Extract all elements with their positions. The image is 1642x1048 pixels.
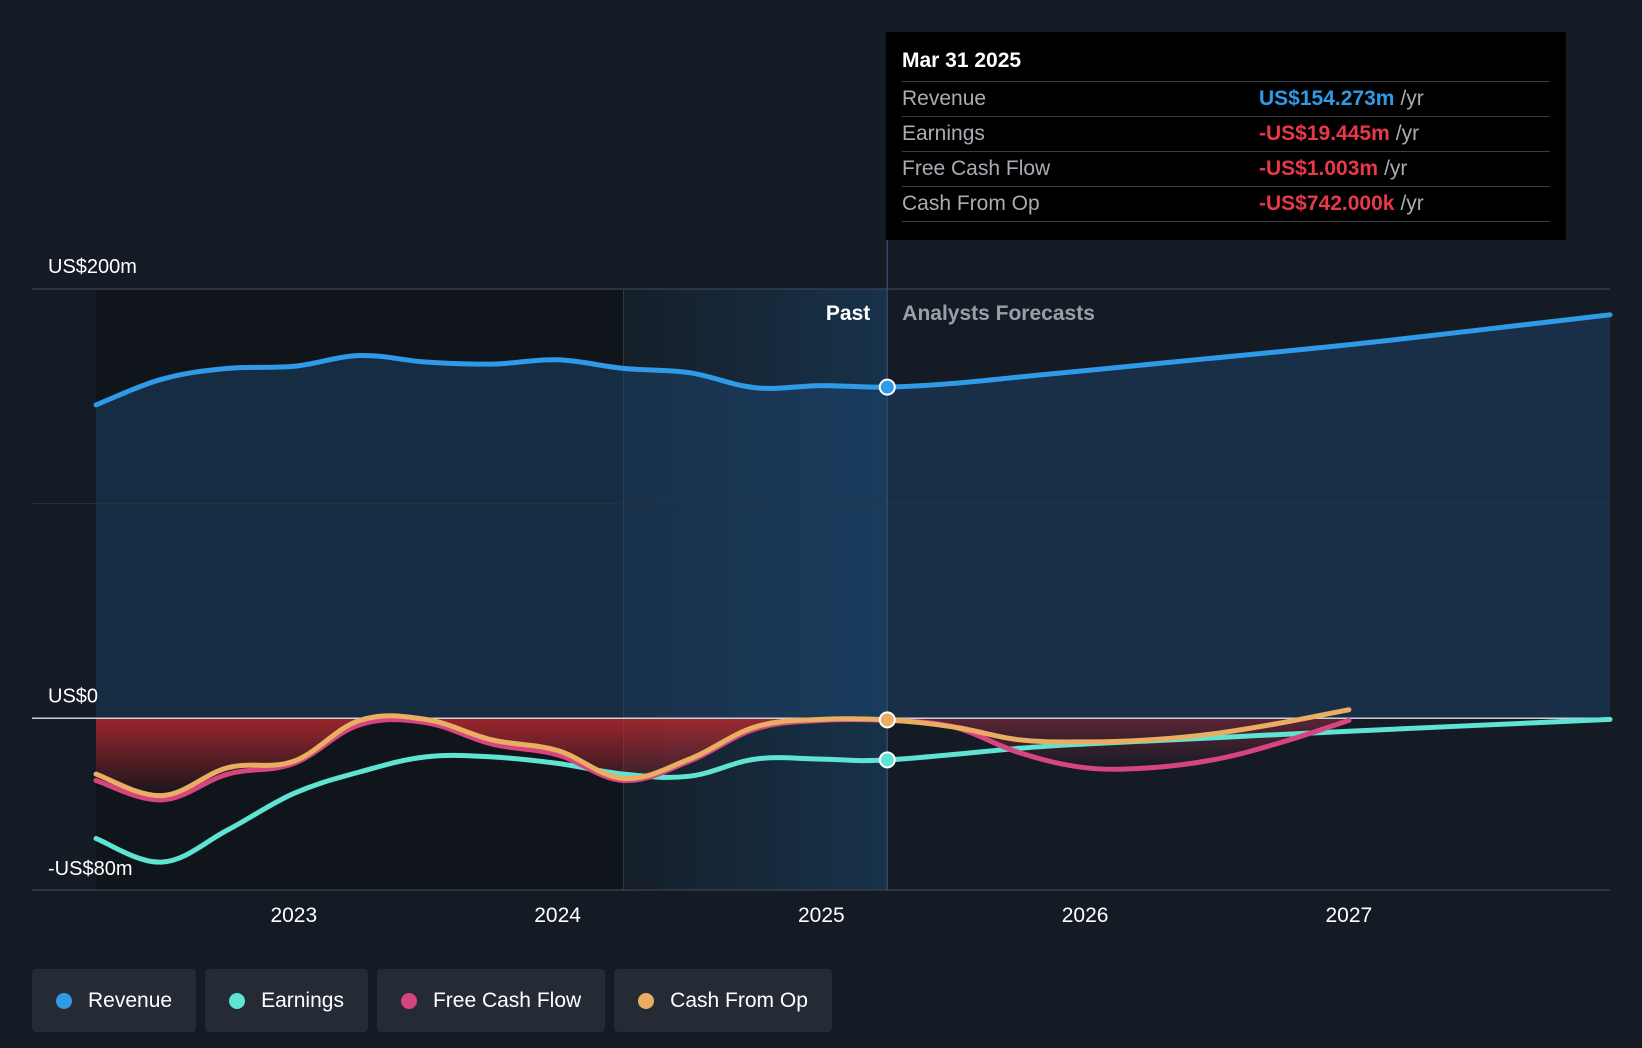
legend-item-cash-from-op[interactable]: Cash From Op — [614, 969, 832, 1032]
legend-item-earnings[interactable]: Earnings — [205, 969, 368, 1032]
tooltip-unit: /yr — [1395, 122, 1420, 145]
financial-chart: US$200m US$0 -US$80m 2023 2024 2025 2026 2027 Pa… — [32, 240, 1613, 927]
data-point-cash-from-op — [878, 711, 896, 729]
chart-lines-layer — [93, 312, 1613, 865]
tooltip-unit: /yr — [1384, 157, 1408, 180]
past-label: Past — [826, 302, 870, 325]
legend-item-free-cash-flow[interactable]: Free Cash Flow — [376, 969, 606, 1032]
chart-legend: Revenue Earnings Free Cash Flow Cash Fro… — [32, 969, 832, 1032]
series-line-revenue — [93, 312, 1613, 408]
legend-label: Cash From Op — [670, 988, 808, 1012]
tooltip-value: -US$1.003m — [1259, 157, 1379, 180]
legend-dot-icon — [400, 992, 417, 1009]
forecast-label: Analysts Forecasts — [902, 302, 1095, 325]
x-axis-tick-label: 2023 — [270, 904, 317, 927]
legend-dot-icon — [638, 992, 655, 1009]
hover-tooltip: Mar 31 2025 Revenue US$154.273m /yr Earn… — [886, 32, 1566, 240]
chart-marks-layer — [878, 378, 896, 769]
tooltip-label: Cash From Op — [902, 192, 1040, 215]
x-axis-tick-label: 2024 — [534, 904, 581, 927]
tooltip-row-revenue: Revenue US$154.273m /yr — [902, 81, 1550, 116]
y-axis-label: US$200m — [48, 256, 137, 278]
x-axis-tick-label: 2027 — [1326, 904, 1373, 927]
series-line-cash-from-op — [93, 707, 1352, 799]
y-axis-label: US$0 — [48, 685, 98, 707]
tooltip-unit: /yr — [1400, 192, 1424, 215]
x-axis-tick-label: 2026 — [1062, 904, 1109, 927]
tooltip-unit: /yr — [1400, 87, 1424, 110]
tooltip-label: Free Cash Flow — [902, 157, 1051, 180]
legend-label: Earnings — [261, 988, 344, 1012]
tooltip-value: -US$19.445m — [1259, 122, 1390, 145]
tooltip-date: Mar 31 2025 — [902, 49, 1022, 72]
chart-text-layer: US$200m US$0 -US$80m 2023 2024 2025 2026 2027 Pa… — [48, 256, 1372, 927]
tooltip-label: Revenue — [902, 87, 987, 110]
tooltip-row-earnings: Earnings -US$19.445m /yr — [902, 116, 1550, 151]
legend-dot-icon — [229, 992, 246, 1009]
data-point-revenue — [878, 378, 896, 396]
data-point-earnings — [878, 751, 896, 769]
legend-item-revenue[interactable]: Revenue — [32, 969, 197, 1032]
tooltip-value: US$154.273m — [1259, 87, 1395, 110]
tooltip-label: Earnings — [902, 122, 985, 145]
x-axis-tick-label: 2025 — [798, 904, 845, 927]
legend-label: Free Cash Flow — [432, 988, 582, 1012]
legend-label: Revenue — [88, 988, 173, 1012]
revenue-area-fill — [96, 314, 1610, 719]
series-line-earnings — [93, 716, 1613, 865]
y-axis-label: -US$80m — [48, 858, 132, 880]
tooltip-value: -US$742.000k — [1259, 192, 1395, 215]
legend-dot-icon — [56, 992, 72, 1009]
tooltip-row-cash-from-op: Cash From Op -US$742.000k /yr — [902, 186, 1550, 222]
negative-cash-area-past — [96, 718, 888, 800]
tooltip-row-free-cash-flow: Free Cash Flow -US$1.003m /yr — [902, 151, 1550, 186]
